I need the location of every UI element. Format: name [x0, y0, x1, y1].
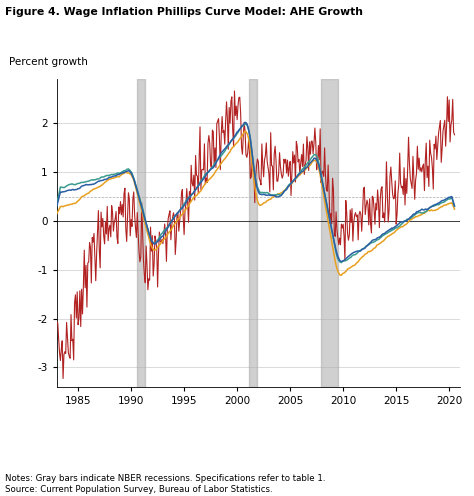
- Bar: [249, 79, 257, 387]
- Text: Notes: Gray bars indicate NBER recessions. Specifications refer to table 1.
Sour: Notes: Gray bars indicate NBER recession…: [5, 474, 325, 494]
- Text: Percent growth: Percent growth: [9, 57, 87, 67]
- Bar: [137, 79, 145, 387]
- Text: Figure 4. Wage Inflation Phillips Curve Model: AHE Growth: Figure 4. Wage Inflation Phillips Curve …: [5, 7, 363, 17]
- Bar: [321, 79, 338, 387]
